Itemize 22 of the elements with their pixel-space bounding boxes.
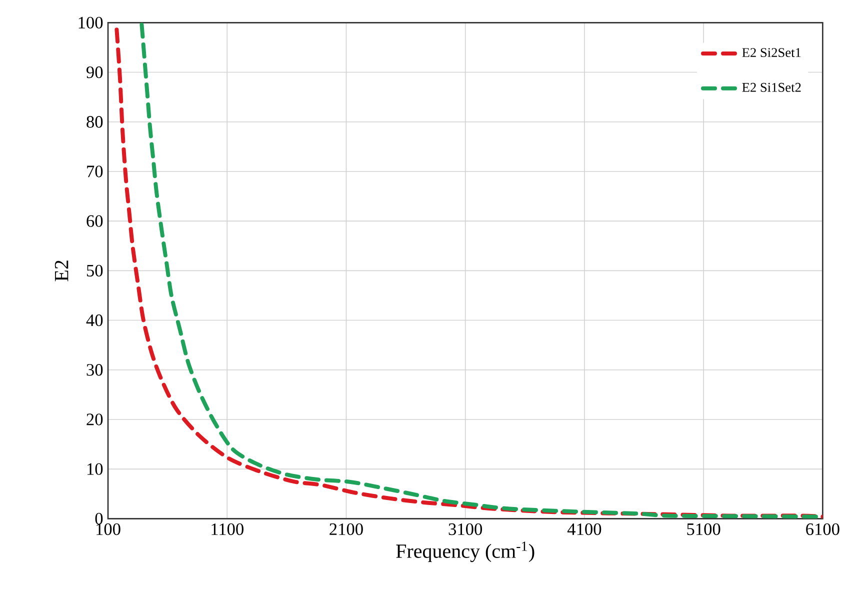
y-tick-label: 0 bbox=[95, 512, 103, 525]
y-tick-label: 20 bbox=[86, 414, 103, 426]
x-tick-label: 3100 bbox=[448, 523, 482, 536]
y-tick-label: 30 bbox=[86, 364, 103, 376]
y-tick-label: 50 bbox=[86, 264, 103, 277]
x-tick-label: 4100 bbox=[567, 523, 602, 536]
y-tick-label: 100 bbox=[78, 16, 103, 29]
y-axis-title: E2 bbox=[54, 260, 68, 282]
y-tick-label: 90 bbox=[86, 66, 103, 78]
x-tick-label: 6100 bbox=[806, 523, 840, 536]
x-tick-label: 1100 bbox=[212, 523, 244, 536]
x-axis-title: Frequency (cm$^{-1}$) bbox=[396, 542, 534, 562]
x-tick-label: 100 bbox=[96, 523, 120, 536]
y-tick-label: 40 bbox=[86, 314, 103, 326]
y-tick-label: 70 bbox=[87, 166, 103, 178]
x-tick-label: 5100 bbox=[687, 523, 720, 536]
legend-label: E2 Si2Set1 bbox=[742, 48, 801, 58]
y-tick-label: 60 bbox=[86, 215, 103, 227]
y-tick-label: 10 bbox=[87, 463, 103, 475]
legend-label: E2 Si1Set2 bbox=[742, 82, 801, 92]
x-tick-label: 2100 bbox=[330, 523, 363, 536]
y-tick-label: 80 bbox=[86, 116, 103, 128]
